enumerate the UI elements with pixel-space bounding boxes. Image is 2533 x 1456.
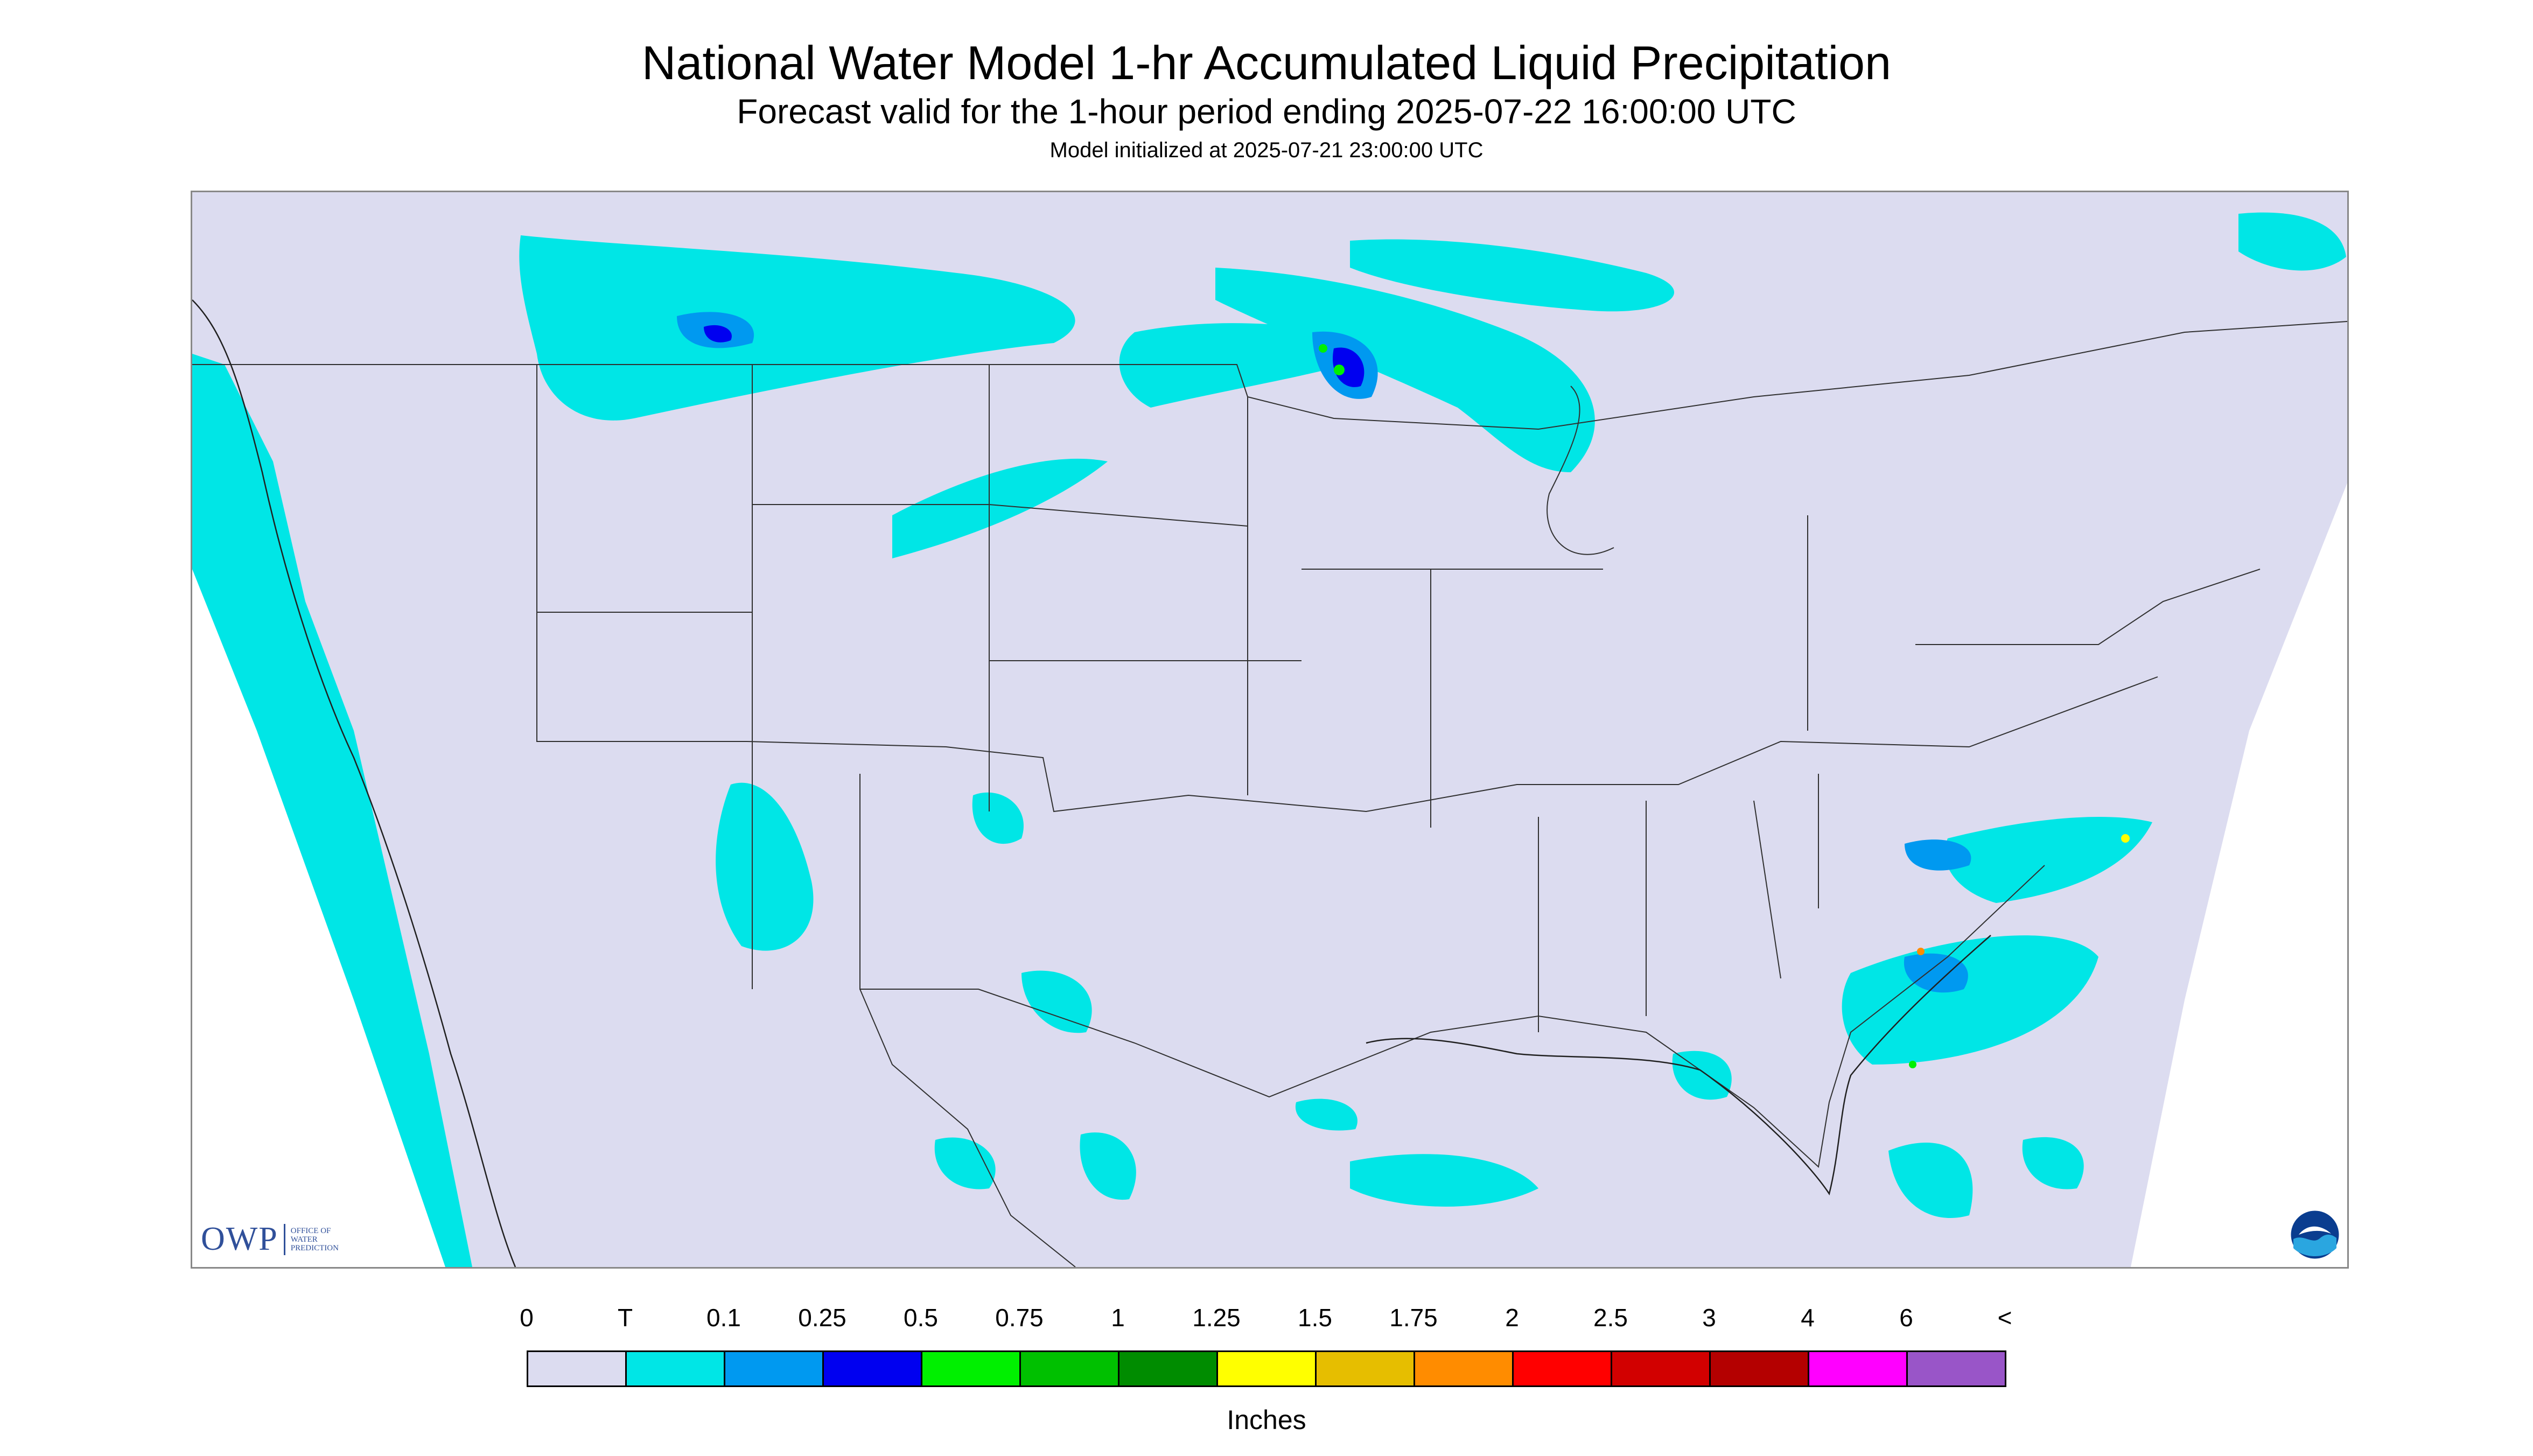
legend-swatch bbox=[1415, 1352, 1514, 1385]
heavy-precip-cells bbox=[1319, 344, 2130, 1068]
legend-label: 2 bbox=[1505, 1304, 1519, 1332]
owp-logo: OWP OFFICE OF WATER PREDICTION bbox=[201, 1220, 355, 1258]
legend-label: 1 bbox=[1111, 1304, 1125, 1332]
legend-label: 0 bbox=[520, 1304, 534, 1332]
legend-swatch bbox=[1809, 1352, 1908, 1385]
coastline bbox=[192, 299, 1991, 1267]
northern-trace-precip bbox=[519, 212, 2346, 558]
precipitation-map: OWP OFFICE OF WATER PREDICTION bbox=[191, 191, 2349, 1269]
legend-swatch bbox=[1711, 1352, 1809, 1385]
legend-label: 0.75 bbox=[995, 1304, 1044, 1332]
legend-label: 0.1 bbox=[706, 1304, 741, 1332]
boundary-lines bbox=[192, 321, 2347, 1267]
moderate-precip-cells bbox=[704, 325, 1365, 387]
legend-swatch bbox=[1514, 1352, 1612, 1385]
owp-logo-subtext: OFFICE OF WATER PREDICTION bbox=[290, 1226, 339, 1252]
legend-label: 2.5 bbox=[1593, 1304, 1628, 1332]
legend-label: 1.75 bbox=[1389, 1304, 1438, 1332]
legend-label: 6 bbox=[1899, 1304, 1913, 1332]
legend-swatch bbox=[1119, 1352, 1218, 1385]
legend-swatch bbox=[1218, 1352, 1317, 1385]
legend-label: 0.25 bbox=[798, 1304, 846, 1332]
legend-swatch bbox=[627, 1352, 725, 1385]
noaa-logo bbox=[2289, 1209, 2341, 1261]
legend-swatch bbox=[1908, 1352, 2005, 1385]
legend-label: 1.25 bbox=[1192, 1304, 1241, 1332]
map-title: National Water Model 1-hr Accumulated Li… bbox=[641, 36, 1892, 89]
legend-color-bar bbox=[527, 1350, 2006, 1387]
legend-label: 1.5 bbox=[1298, 1304, 1332, 1332]
legend-swatch bbox=[922, 1352, 1021, 1385]
legend-swatch bbox=[725, 1352, 824, 1385]
precipitation-legend: 0 T 0.1 0.25 0.5 0.75 1 1.25 1.5 1.75 2 … bbox=[520, 1303, 2012, 1387]
legend-label: 0.5 bbox=[904, 1304, 938, 1332]
map-subtitle: Forecast valid for the 1-hour period end… bbox=[737, 92, 1796, 131]
legend-swatch bbox=[824, 1352, 922, 1385]
model-init-text: Model initialized at 2025-07-21 23:00:00… bbox=[1049, 138, 1484, 162]
atlantic-trace-precip bbox=[1295, 817, 2152, 1218]
owp-logo-text: OWP bbox=[201, 1221, 278, 1257]
owp-logo-divider bbox=[283, 1223, 285, 1255]
legend-swatch bbox=[1021, 1352, 1119, 1385]
map-canvas bbox=[192, 192, 2347, 1267]
legend-swatch bbox=[1317, 1352, 1415, 1385]
legend-label: 3 bbox=[1702, 1304, 1716, 1332]
legend-swatch bbox=[1612, 1352, 1711, 1385]
model-domain bbox=[192, 192, 2347, 1267]
legend-label: < bbox=[1997, 1304, 2012, 1332]
legend-label: 4 bbox=[1801, 1304, 1815, 1332]
southwest-trace-precip bbox=[716, 782, 1136, 1200]
legend-units: Inches bbox=[1227, 1405, 1306, 1435]
legend-swatch bbox=[528, 1352, 627, 1385]
legend-label: T bbox=[617, 1304, 633, 1332]
pacific-trace-precip bbox=[192, 354, 472, 1267]
